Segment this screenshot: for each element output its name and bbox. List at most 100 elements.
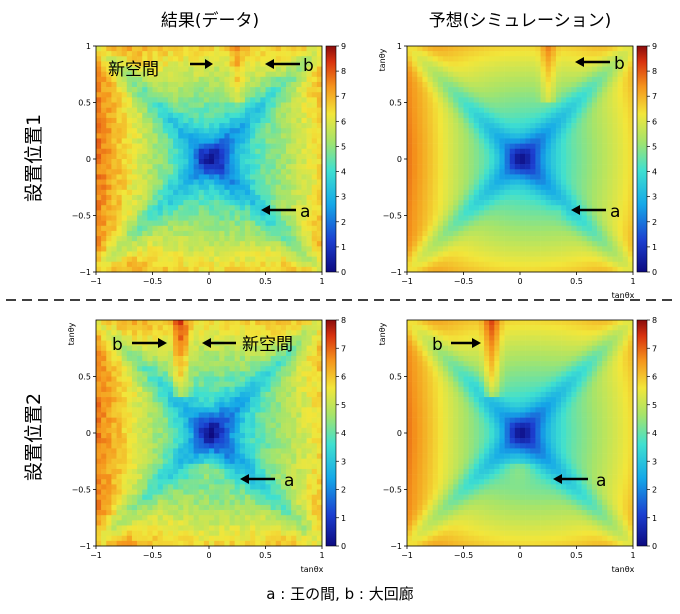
heatmap-cell <box>111 246 117 252</box>
heatmap-cell <box>504 107 511 114</box>
heatmap-cell <box>291 102 297 108</box>
heatmap-cell <box>417 179 423 185</box>
heatmap-cell <box>504 159 511 165</box>
heatmap-cell <box>412 225 418 232</box>
heatmap-cell <box>244 148 251 155</box>
heatmap-cell <box>126 386 133 393</box>
heatmap-cell <box>147 92 153 98</box>
heatmap-cell <box>152 391 158 398</box>
heatmap-cell <box>152 412 158 418</box>
heatmap-cell <box>280 179 287 185</box>
heatmap-cell <box>116 433 122 439</box>
heatmap-cell <box>137 525 143 531</box>
heatmap-cell <box>489 256 495 263</box>
heatmap-cell <box>499 153 505 160</box>
heatmap-cell <box>106 189 112 196</box>
heatmap-cell <box>453 61 459 67</box>
heatmap-cell <box>291 71 297 78</box>
heatmap-cell <box>250 194 256 201</box>
heatmap-cell <box>484 189 490 196</box>
heatmap-cell <box>422 97 428 103</box>
heatmap-cell <box>214 112 220 119</box>
heatmap-cell <box>137 520 143 526</box>
heatmap-cell <box>545 128 552 134</box>
heatmap-cell <box>514 225 521 232</box>
heatmap-cell <box>157 61 164 67</box>
heatmap-cell <box>121 97 128 103</box>
heatmap-cell <box>535 261 541 268</box>
heatmap-cell <box>530 56 536 62</box>
heatmap-cell <box>214 361 220 367</box>
heatmap-cell <box>101 179 107 185</box>
heatmap-cell <box>270 153 277 160</box>
heatmap-cell <box>489 107 495 114</box>
heatmap-cell <box>417 164 423 170</box>
heatmap-cell <box>152 138 158 144</box>
heatmap-cell <box>224 236 230 242</box>
heatmap-cell <box>229 61 235 67</box>
heatmap-cell <box>131 117 138 124</box>
heatmap-cell <box>530 71 536 78</box>
heatmap-cell <box>173 215 179 221</box>
heatmap-cell <box>239 56 246 62</box>
heatmap-cell <box>514 210 521 216</box>
heatmap-cell <box>484 179 490 185</box>
heatmap-cell <box>627 189 634 196</box>
heatmap-cell <box>316 46 323 52</box>
heatmap-cell <box>209 112 215 119</box>
heatmap-cell <box>489 102 495 108</box>
heatmap-cell <box>209 169 215 175</box>
heatmap-cell <box>224 138 230 144</box>
heatmap-cell <box>106 484 112 490</box>
heatmap-cell <box>427 112 433 119</box>
heatmap-cell <box>173 376 179 382</box>
heatmap-cell <box>407 225 413 232</box>
heatmap-cell <box>270 92 277 98</box>
heatmap-cell <box>422 87 428 93</box>
heatmap-cell <box>193 412 200 418</box>
heatmap-cell <box>193 458 200 465</box>
heatmap-cell <box>520 230 526 237</box>
heatmap-cell <box>147 261 153 268</box>
heatmap-cell <box>473 189 480 196</box>
heatmap-cell <box>157 371 164 377</box>
heatmap-cell <box>412 51 418 57</box>
heatmap-cell <box>617 256 624 263</box>
heatmap-cell <box>458 256 464 263</box>
heatmap-cell <box>627 261 634 268</box>
heatmap-cell <box>239 256 246 263</box>
heatmap-cell <box>509 153 516 160</box>
heatmap-cell <box>535 107 541 114</box>
heatmap-cell <box>291 236 297 242</box>
heatmap-cell <box>540 66 546 72</box>
heatmap-cell <box>509 241 516 247</box>
heatmap-cell <box>106 448 112 454</box>
heatmap-cell <box>622 241 629 247</box>
heatmap-cell <box>468 117 475 124</box>
heatmap-cell <box>301 261 307 268</box>
heatmap-cell <box>275 71 282 78</box>
heatmap-cell <box>422 266 428 273</box>
heatmap-cell <box>178 458 184 465</box>
heatmap-cell <box>301 87 307 93</box>
heatmap-cell <box>412 230 418 237</box>
heatmap-cell <box>203 97 210 103</box>
heatmap-cell <box>468 200 475 206</box>
heatmap-cell <box>622 215 629 221</box>
heatmap-cell <box>296 143 302 150</box>
heatmap-cell <box>448 81 454 88</box>
heatmap-cell <box>214 215 220 221</box>
heatmap-cell <box>301 215 307 221</box>
heatmap-cell <box>142 261 148 268</box>
heatmap-cell <box>167 92 174 98</box>
heatmap-cell <box>586 246 593 252</box>
heatmap-cell <box>167 510 174 516</box>
heatmap-cell <box>514 97 521 103</box>
heatmap-cell <box>627 138 634 144</box>
heatmap-cell <box>499 215 505 221</box>
heatmap-cell <box>561 194 567 201</box>
heatmap-cell <box>106 215 112 221</box>
heatmap-cell <box>453 102 459 108</box>
x-tick-label: 0 <box>517 277 522 286</box>
heatmap-cell <box>525 256 531 263</box>
